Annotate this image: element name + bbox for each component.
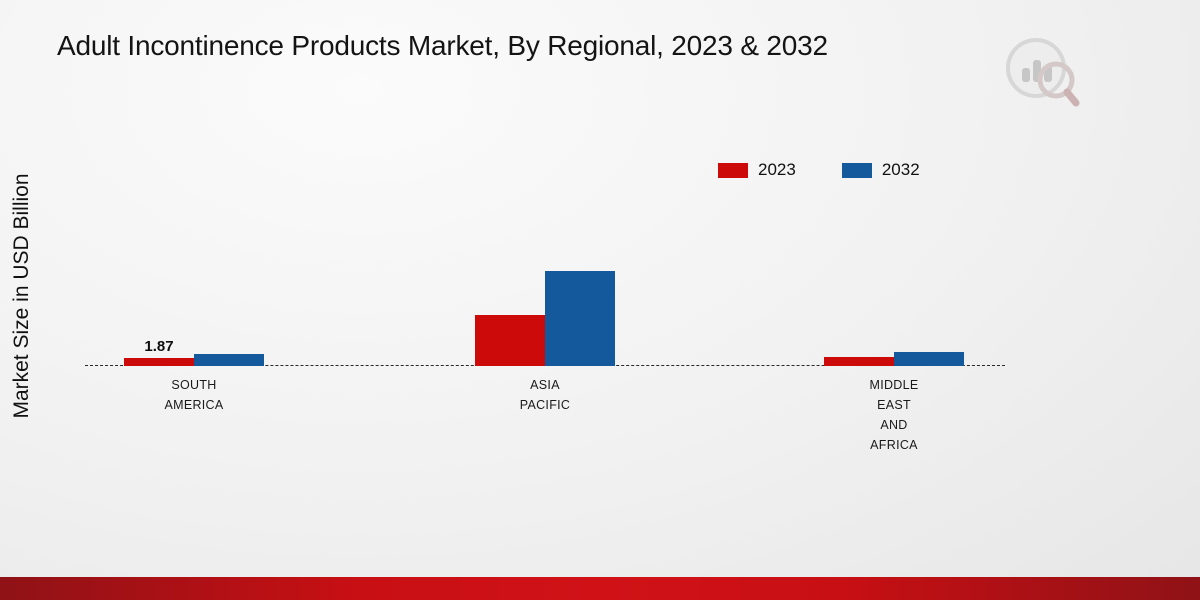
- legend-item-2032: 2032: [841, 160, 920, 180]
- bar-2032-south-america: [194, 354, 264, 366]
- chart-title: Adult Incontinence Products Market, By R…: [57, 30, 828, 61]
- bar-2023-asia-pacific: [475, 315, 545, 366]
- footer-bar: [0, 577, 1200, 600]
- bar-2023-south-america: [124, 358, 194, 366]
- legend-swatch-2023: [718, 162, 748, 178]
- plot-area: 1.87 SOUTH AMERICA ASIA PACIFIC MIDDLE EAST…: [85, 150, 1005, 452]
- bar-2032-middle-east-and-africa: [894, 352, 964, 366]
- legend-label-2032: 2032: [881, 160, 920, 179]
- legend-label-2023: 2023: [758, 160, 796, 179]
- bar-2032-asia-pacific: [545, 271, 615, 366]
- legend-swatch-2032: [841, 162, 872, 178]
- legend: 2023 2032: [718, 160, 920, 180]
- legend-item-2023: 2023: [718, 160, 796, 180]
- bar-chart-magnifier-logo-icon: [1006, 38, 1080, 107]
- category-label-south-america: SOUTH AMERICA: [164, 378, 224, 412]
- logo: [998, 28, 1086, 116]
- y-axis-label: Market Size in USD Billion: [10, 173, 33, 419]
- bar-2023-middle-east-and-africa: [824, 357, 894, 366]
- category-label-asia-pacific: ASIA PACIFIC: [519, 378, 571, 412]
- value-label-2023-south-america: 1.87: [144, 338, 174, 355]
- category-label-middle-east-and-africa: MIDDLE EAST AND AFRICA: [869, 378, 919, 452]
